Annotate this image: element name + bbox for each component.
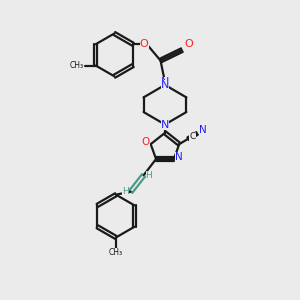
Text: H: H: [146, 171, 152, 180]
Text: N: N: [175, 152, 182, 162]
Text: CH₃: CH₃: [109, 248, 123, 257]
Text: N: N: [161, 77, 169, 87]
Text: N: N: [199, 125, 207, 135]
Text: O: O: [140, 39, 148, 49]
Text: H: H: [122, 187, 129, 196]
Text: O: O: [184, 39, 193, 49]
Text: C: C: [190, 132, 196, 141]
Text: CH₃: CH₃: [70, 61, 84, 70]
Text: N: N: [161, 119, 169, 130]
Text: N: N: [161, 80, 169, 90]
Text: O: O: [142, 137, 150, 147]
